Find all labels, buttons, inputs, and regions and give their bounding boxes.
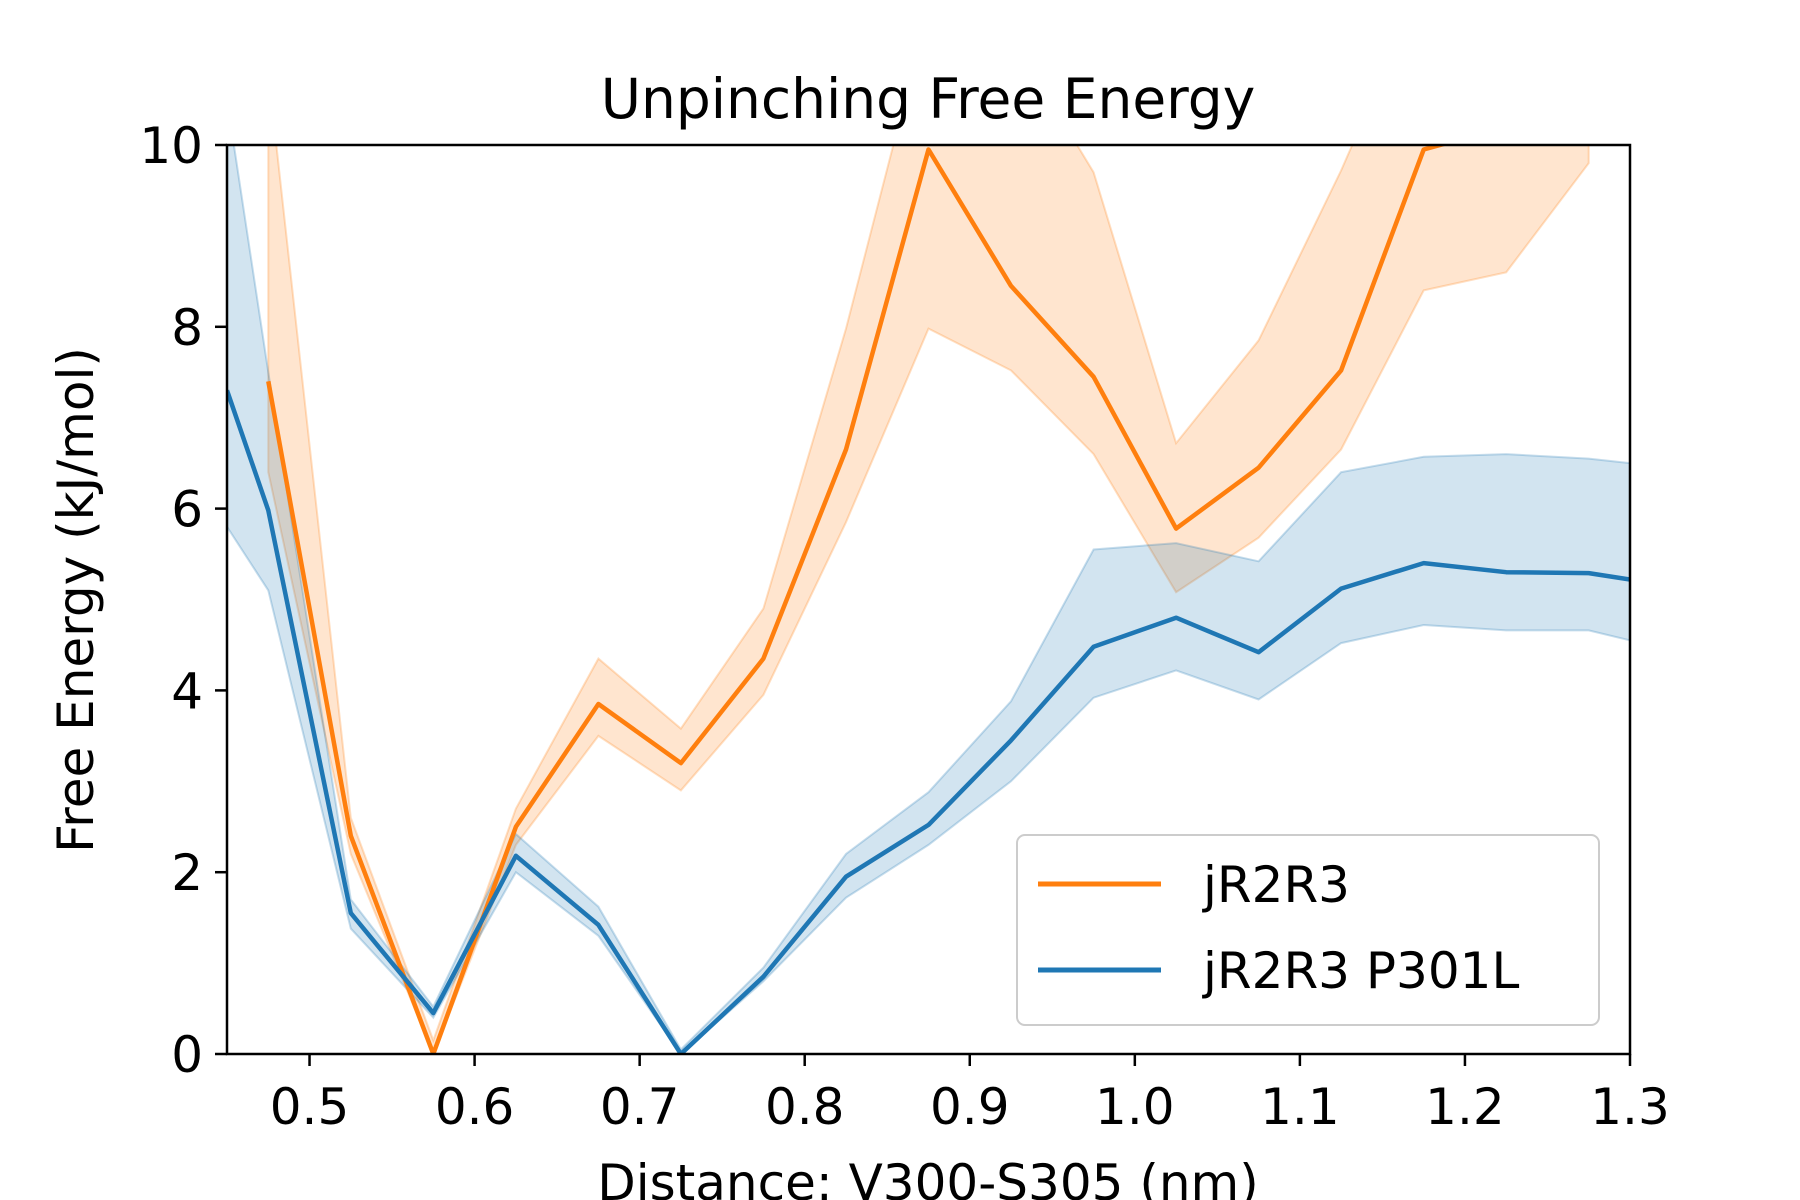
y-axis-ticks: 0 2 4 6 8 10 [139,117,227,1084]
x-tick-label: 1.3 [1590,1078,1670,1136]
confidence-bands [227,145,1630,1054]
y-tick-label: 10 [139,117,203,175]
series-line-jr2r3-p301l [227,389,1630,1054]
x-tick-label: 1.1 [1260,1078,1340,1136]
x-tick-label: 0.7 [600,1078,680,1136]
chart-title: Unpinching Free Energy [601,67,1256,131]
series-line-jr2r3 [266,145,1449,1054]
x-tick-label: 0.5 [270,1078,350,1136]
x-tick-label: 0.9 [930,1078,1010,1136]
series-lines [227,145,1630,1054]
x-tick-label: 0.6 [435,1078,515,1136]
y-axis-title: Free Energy (kJ/mol) [47,347,105,853]
x-tick-label: 1.2 [1425,1078,1505,1136]
x-axis-ticks: 0.5 0.6 0.7 0.8 0.9 1.0 1.1 1.2 1.3 [270,1054,1670,1136]
y-tick-label: 0 [171,1026,203,1084]
plot-frame [225,143,1632,1056]
y-tick-label: 2 [171,844,203,902]
legend-label-jr2r3: jR2R3 [1202,856,1350,914]
y-tick-label: 8 [171,299,203,357]
legend: jR2R3 jR2R3 P301L [1016,834,1600,1026]
x-axis-title: Distance: V300-S305 (nm) [597,1154,1259,1200]
y-tick-label: 4 [171,662,203,720]
band-jr2r3 [267,145,1590,1054]
band-jr2r3-p301l [227,145,1630,1054]
x-tick-label: 1.0 [1095,1078,1175,1136]
legend-box [1016,834,1600,1026]
x-tick-label: 0.8 [765,1078,845,1136]
legend-label-jr2r3-p301l: jR2R3 P301L [1202,942,1519,1000]
y-tick-label: 6 [171,481,203,539]
